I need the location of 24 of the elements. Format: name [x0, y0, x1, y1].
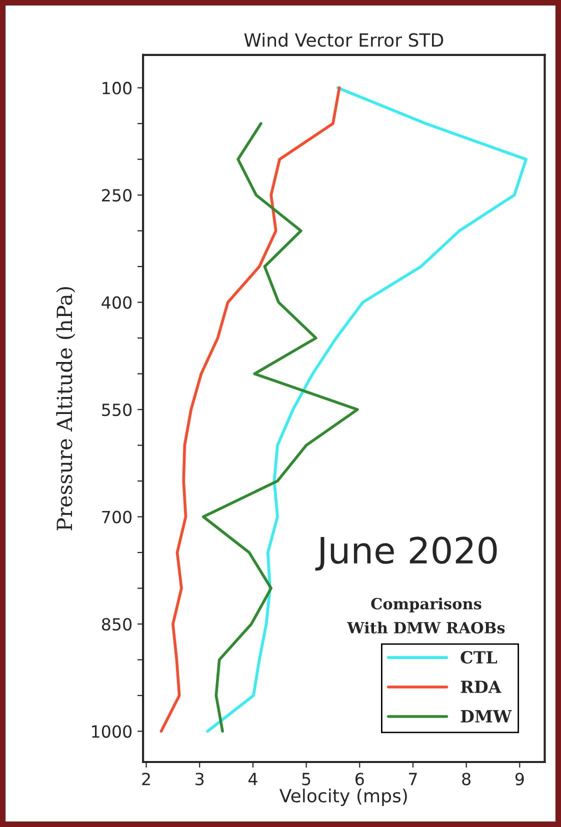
annotation: Comparisons With DMW RAOBs [347, 598, 505, 634]
x-tick-label: 4 [248, 772, 258, 786]
y-tick-label: 550 [102, 403, 132, 416]
annotation: June 2020 [315, 536, 497, 571]
x-tick-label: 8 [462, 772, 470, 786]
y-axis-title: Pressure Altitude (hPa) [56, 287, 76, 530]
y-tick-label: 400 [102, 296, 132, 309]
x-tick-label: 7 [409, 772, 417, 786]
x-tick-label: 3 [196, 772, 204, 786]
legend-label: CTL [460, 651, 498, 664]
y-tick-label: 850 [102, 618, 132, 631]
y-tick-label: 250 [102, 189, 132, 202]
legend-label: DMW [460, 710, 512, 722]
chart-title: Wind Vector Error STD [244, 32, 444, 47]
x-tick-label: 9 [515, 772, 524, 786]
x-tick-label: 5 [302, 772, 310, 786]
y-tick-label: 700 [102, 510, 132, 524]
y-tick-label: 1000 [92, 725, 132, 738]
line-series [206, 86, 528, 733]
y-tick-label: 100 [102, 82, 132, 94]
x-tick-label: 2 [142, 772, 150, 786]
legend-label: RDA [460, 680, 502, 693]
x-axis-title: Velocity (mps) [279, 788, 407, 806]
x-tick-label: 6 [355, 772, 364, 786]
